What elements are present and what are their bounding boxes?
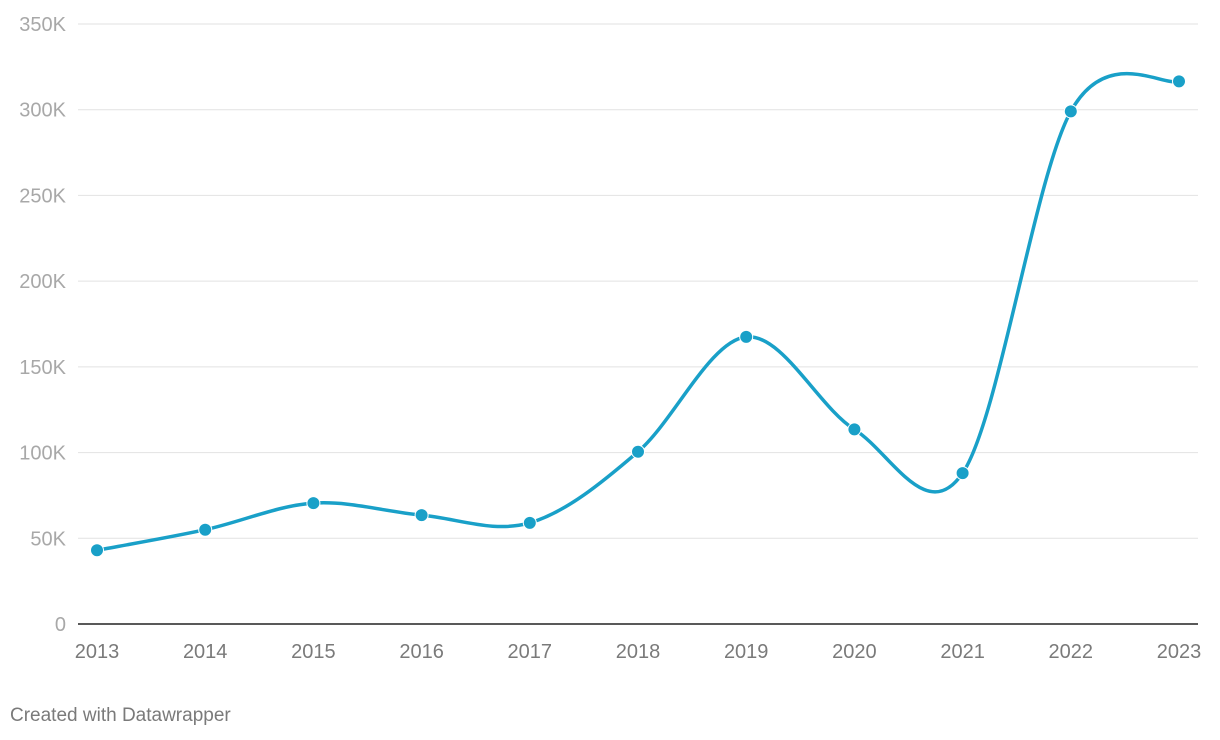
x-tick-label: 2017 [508,641,553,663]
x-tick-label: 2022 [1049,641,1094,663]
y-tick-label: 350K [19,14,66,36]
y-tick-label: 150K [19,357,66,379]
y-tick-label: 250K [19,185,66,207]
data-point-2020[interactable] [847,422,862,437]
x-tick-label: 2019 [724,641,769,663]
x-tick-label: 2013 [75,641,120,663]
data-point-2013[interactable] [90,543,104,558]
data-point-2021[interactable] [955,466,970,481]
y-tick-label: 0 [55,614,66,636]
data-point-2015[interactable] [306,496,321,511]
data-point-2019[interactable] [739,329,754,344]
y-axis-ticks: 0 50K 100K 150K 200K 250K 300K 350K [19,14,66,636]
data-point-2016[interactable] [414,508,429,523]
x-axis-ticks: 2013 2014 2015 2016 2017 2018 2019 2020 2021 2022… [75,641,1202,663]
x-tick-label: 2016 [399,641,444,663]
x-tick-label: 2015 [291,641,336,663]
data-points [90,74,1186,558]
y-tick-label: 300K [19,100,66,122]
y-tick-label: 200K [19,271,66,293]
data-point-2014[interactable] [198,522,213,537]
x-tick-label: 2018 [616,641,661,663]
x-tick-label: 2021 [940,641,985,663]
y-tick-label: 100K [19,443,66,465]
gridlines [78,23,1198,539]
y-tick-label: 50K [30,528,66,550]
x-tick-label: 2020 [832,641,877,663]
data-point-2023[interactable] [1172,74,1186,89]
data-point-2018[interactable] [631,444,645,459]
credit-text: Created with Datawrapper [10,705,231,726]
data-point-2022[interactable] [1063,104,1078,119]
x-tick-label: 2023 [1157,641,1202,663]
x-tick-label: 2014 [183,641,228,663]
series-line [95,71,1181,553]
data-point-2017[interactable] [522,515,537,530]
